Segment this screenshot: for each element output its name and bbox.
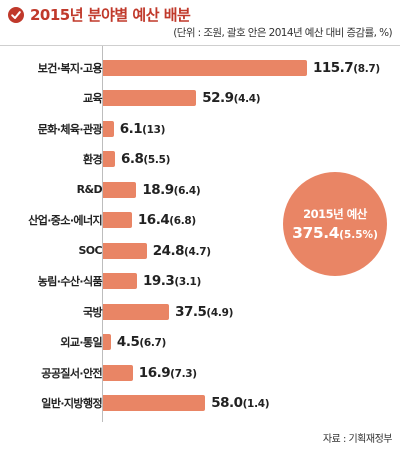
bar-row: 농림·수산·식품 19.3 (3.1) [0, 267, 400, 296]
change-label: (1.4) [242, 398, 270, 410]
chart-title: 2015년 분야별 예산 배분 [30, 6, 191, 24]
category-label: 산업·중소·에너지 [28, 214, 102, 227]
value-label: 58.0 (1.4) [211, 395, 269, 411]
category-label: 일반·지방행정 [41, 397, 102, 410]
bar-row: 산업·중소·에너지 16.4 (6.8) [0, 206, 400, 235]
bar-row: 외교·통일 4.5 (6.7) [0, 328, 400, 357]
bar-row: 문화·체육·관광 6.1 (13) [0, 114, 400, 143]
bar-rows: 보건·복지·고용 115.7 (8.7) 교육 52.9 (4.4) 문화·체육·관광 6.1… [0, 46, 400, 422]
bar [103, 181, 137, 198]
axis-line [102, 46, 103, 422]
category-label: 농림·수산·식품 [37, 275, 103, 288]
value-label: 24.8 (4.7) [153, 243, 211, 259]
bar [103, 212, 132, 228]
bar [103, 242, 147, 259]
change-label: (4.7) [184, 245, 211, 258]
value-label: 52.9 (4.4) [202, 90, 260, 106]
check-circle-icon [8, 6, 24, 23]
value-label: 18.9 (6.4) [142, 182, 200, 198]
bar [103, 151, 115, 167]
bar-row: 보건·복지·고용 115.7 (8.7) [0, 53, 400, 82]
source-note: 자료 : 기획재정부 [322, 434, 393, 445]
bar [103, 364, 133, 381]
bar-row: 국방 37.5 (4.9) [0, 297, 400, 326]
change-label: (7.3) [170, 367, 197, 380]
bar [103, 273, 138, 289]
bar [103, 334, 111, 350]
value-number: 18.9 [142, 181, 174, 198]
change-label: (5.5) [143, 154, 171, 166]
bar-row: 환경 6.8 (5.5) [0, 145, 400, 174]
value-label: 37.5 (4.9) [175, 304, 233, 320]
change-label: (6.7) [139, 337, 167, 349]
bar [103, 120, 114, 137]
bar [103, 90, 197, 106]
total-budget-circle: 2015년 예산 375.4 (5.5%) [283, 172, 387, 276]
value-number: 6.8 [120, 151, 144, 167]
value-number: 16.4 [137, 212, 170, 228]
bar-row: R&D 18.9 (6.4) [0, 175, 400, 204]
category-label: 국방 [82, 305, 103, 319]
value-label: 6.8 (5.5) [121, 151, 170, 167]
change-label: (8.7) [353, 62, 380, 75]
value-number: 19.3 [143, 273, 175, 289]
total-budget-value: 375.4 [292, 224, 340, 242]
value-label: 19.3 (3.1) [143, 273, 201, 289]
value-number: 4.5 [116, 334, 140, 350]
category-label: 공공질서·안전 [41, 366, 102, 380]
bar [103, 303, 170, 320]
value-number: 16.9 [138, 364, 171, 381]
unit-note: (단위 : 조원, 괄호 안은 2014년 예산 대비 증감률, %) [173, 27, 392, 39]
value-number: 6.1 [119, 120, 143, 137]
change-label: (3.1) [174, 276, 202, 288]
value-number: 58.0 [211, 395, 243, 411]
category-label: 보건·복지·고용 [37, 61, 103, 75]
category-label: 교육 [82, 92, 103, 105]
category-label: 외교·통일 [60, 336, 102, 349]
change-label: (13) [142, 123, 166, 136]
change-label: (4.9) [206, 306, 234, 319]
category-label: R&D [76, 183, 103, 196]
title-row: 2015년 분야별 예산 배분 [8, 4, 191, 25]
value-number: 115.7 [313, 59, 354, 76]
change-label: (6.8) [169, 215, 196, 227]
bar-row: SOC 24.8 (4.7) [0, 236, 400, 265]
value-number: 24.8 [152, 242, 185, 259]
category-label: 환경 [82, 153, 103, 166]
value-label: 115.7 (8.7) [313, 60, 380, 76]
category-label: 문화·체육·관광 [37, 122, 103, 136]
bar-chart: 보건·복지·고용 115.7 (8.7) 교육 52.9 (4.4) 문화·체육·관광 6.1… [0, 45, 400, 422]
change-label: (6.4) [173, 184, 201, 197]
value-label: 4.5 (6.7) [117, 334, 166, 350]
value-number: 52.9 [202, 90, 234, 106]
value-label: 16.9 (7.3) [139, 365, 197, 381]
bar-row: 공공질서·안전 16.9 (7.3) [0, 358, 400, 387]
bar [103, 395, 206, 411]
change-label: (4.4) [233, 93, 261, 105]
bar-row: 일반·지방행정 58.0 (1.4) [0, 389, 400, 418]
total-budget-change: (5.5%) [339, 229, 378, 241]
bar-row: 교육 52.9 (4.4) [0, 84, 400, 113]
value-label: 6.1 (13) [119, 120, 166, 137]
total-budget-label: 2015년 예산 [303, 207, 367, 221]
value-number: 37.5 [175, 303, 207, 320]
category-label: SOC [78, 244, 102, 257]
bar [103, 59, 307, 76]
value-label: 16.4 (6.8) [138, 212, 196, 228]
